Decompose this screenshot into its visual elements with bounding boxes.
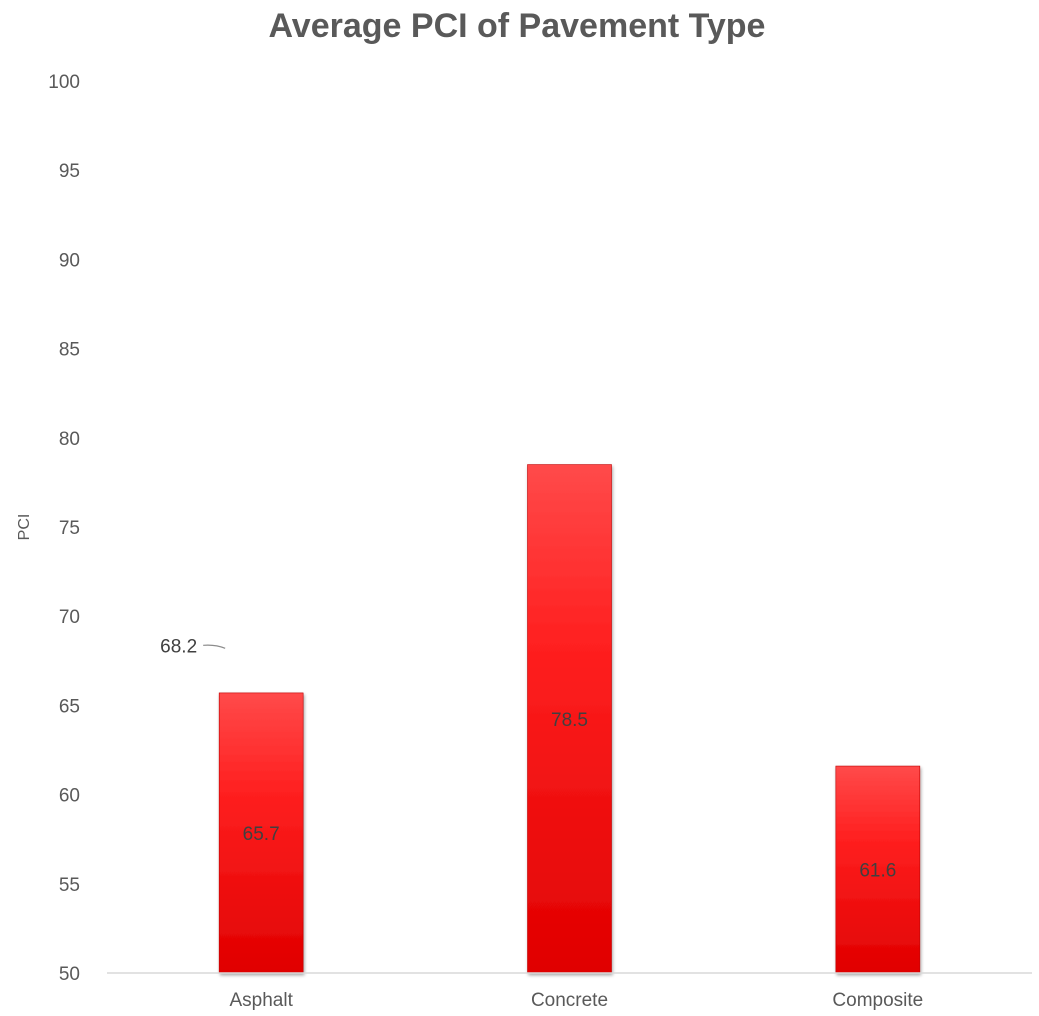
y-tick-label: 50 [59, 964, 80, 985]
chart-title: Average PCI of Pavement Type [269, 7, 766, 45]
y-tick-label: 55 [59, 875, 80, 896]
x-category-label: Concrete [531, 990, 608, 1011]
y-tick-label: 70 [59, 607, 80, 628]
bar-data-label: 78.5 [551, 710, 588, 731]
bar-composite [835, 765, 921, 974]
bar-asphalt [218, 692, 304, 974]
bar-concrete [527, 464, 612, 974]
y-tick-label: 80 [59, 429, 80, 450]
y-tick-label: 60 [59, 786, 80, 807]
bar-data-label: 65.7 [243, 824, 280, 845]
y-axis-title: PCI [16, 514, 33, 541]
y-axis-tick-labels: 50 55 60 65 70 75 80 85 90 95 100 [48, 72, 80, 985]
x-category-label: Composite [832, 990, 923, 1011]
y-tick-label: 65 [59, 696, 80, 717]
y-tick-label: 90 [59, 250, 80, 271]
y-tick-label: 85 [59, 340, 80, 361]
x-axis-category-labels: Asphalt Concrete Composite [229, 990, 923, 1011]
y-tick-label: 95 [59, 161, 80, 182]
bars [218, 464, 921, 974]
y-tick-label: 75 [59, 518, 80, 539]
average-line-group: 68.2 [160, 636, 883, 657]
bar-data-label: 61.6 [859, 861, 896, 882]
average-label-leader [203, 644, 226, 649]
x-category-label: Asphalt [229, 990, 293, 1011]
average-line-label: 68.2 [160, 636, 197, 657]
y-tick-label: 100 [48, 72, 80, 93]
bar-data-labels: 65.7 78.5 61.6 [243, 710, 897, 882]
